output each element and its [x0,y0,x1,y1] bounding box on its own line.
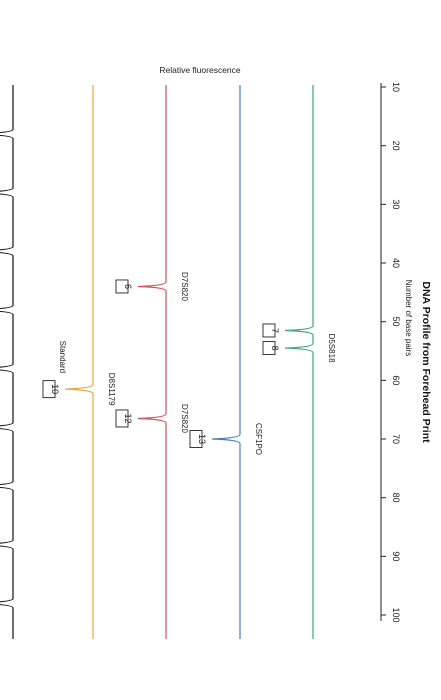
allele-label: 12 [123,413,133,423]
x-tick-label: 10 [391,82,401,92]
x-tick-label: 80 [391,493,401,503]
x-tick-label: 100 [391,607,401,622]
allele-box [262,323,276,338]
allele-label: 8 [270,346,280,351]
x-tick-label: 40 [391,258,401,268]
trace-line [64,85,94,639]
locus-label: D7S820 [180,404,189,433]
chart-title: DNA Profile from Forehead Print [420,281,432,443]
allele-box [189,430,203,448]
y-axis-title: Relative fluorescence [159,65,241,75]
allele-label: 13 [197,434,207,444]
allele-label: 7 [270,328,280,333]
trace-line [0,85,14,639]
allele-box [115,409,129,428]
labels-layer: 7 8 D5S818 13 CSF1PO 6 D7S820 12 D7S820 10 D8S1179… [42,272,336,455]
allele-label: 10 [50,384,60,394]
allele-box [42,380,56,399]
axis-layer: 10 20 30 40 50 60 70 80 90 100 [380,82,401,623]
series-name-label: Standard [58,341,67,373]
locus-label: D5S818 [327,334,336,363]
traces-layer [0,85,314,639]
x-tick-label: 30 [391,199,401,209]
x-tick-label: 60 [391,375,401,385]
allele-box [115,279,129,294]
locus-label: D7S820 [180,272,189,301]
x-tick-label: 70 [391,434,401,444]
x-tick-label: 20 [391,141,401,151]
trace-line [137,85,167,639]
allele-label: 6 [123,284,133,289]
allele-box [262,341,276,356]
locus-label: CSF1PO [254,423,263,455]
x-tick-label: 50 [391,317,401,327]
locus-label: D8S1179 [107,373,116,406]
trace-line [284,85,314,639]
x-tick-label: 90 [391,551,401,561]
x-axis-title: Number of base pairs [404,280,413,356]
trace-line [211,85,241,639]
